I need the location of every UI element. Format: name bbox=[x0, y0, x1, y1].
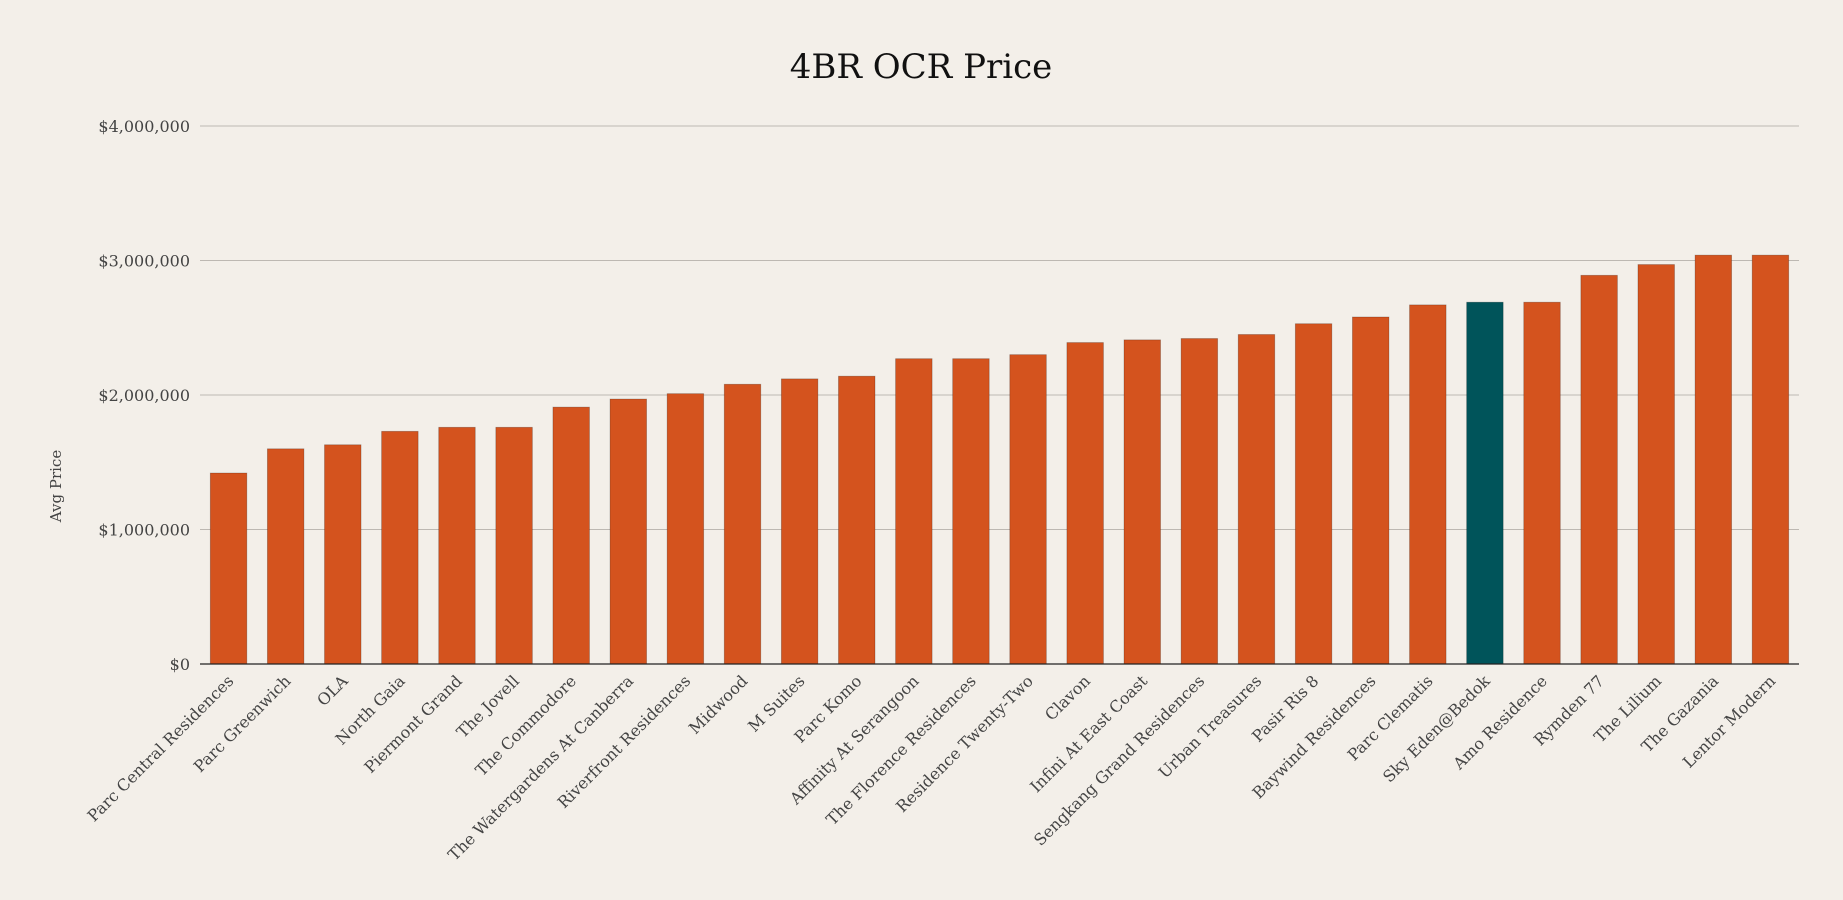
bar bbox=[609, 398, 647, 665]
x-tick-label: Sky Eden@Bedok bbox=[1379, 671, 1494, 786]
bar bbox=[723, 383, 762, 665]
y-tick-label: $4,000,000 bbox=[98, 117, 190, 136]
y-tick-label: $0 bbox=[170, 655, 190, 674]
x-tick-label: OLA bbox=[313, 671, 352, 710]
bar bbox=[1466, 301, 1504, 665]
bar bbox=[1580, 274, 1618, 665]
bar bbox=[780, 378, 819, 665]
bar bbox=[1352, 316, 1390, 665]
bar bbox=[324, 444, 362, 665]
chart-title: 4BR OCR Price bbox=[790, 47, 1053, 87]
bar bbox=[895, 358, 933, 665]
bar bbox=[1237, 334, 1276, 665]
x-tick-label: Parc Greenwich bbox=[190, 671, 295, 776]
bars bbox=[209, 254, 1790, 665]
y-tick-label: $2,000,000 bbox=[98, 386, 190, 405]
y-axis-label: Avg Price bbox=[47, 450, 65, 524]
bar bbox=[552, 406, 590, 665]
bar bbox=[1637, 264, 1675, 665]
x-tick-label: Clavon bbox=[1041, 671, 1094, 724]
bar bbox=[1009, 354, 1047, 665]
bar bbox=[1123, 339, 1161, 665]
bar bbox=[1294, 323, 1333, 665]
bar bbox=[1751, 254, 1790, 665]
y-tick-label: $1,000,000 bbox=[98, 521, 190, 540]
bar bbox=[438, 426, 476, 665]
bar bbox=[266, 448, 305, 665]
bar bbox=[1694, 254, 1733, 665]
y-tick-label: $3,000,000 bbox=[98, 252, 190, 271]
bar bbox=[381, 430, 419, 665]
x-tick-label: The Commodore bbox=[472, 671, 580, 779]
bar bbox=[209, 472, 248, 665]
bar bbox=[1523, 301, 1561, 665]
bar bbox=[952, 358, 990, 665]
x-tick-label: Urban Treasures bbox=[1155, 671, 1266, 782]
bar bbox=[666, 393, 705, 665]
bar bbox=[1409, 304, 1447, 665]
x-tick-label: Piermont Grand bbox=[360, 671, 465, 776]
bar bbox=[1066, 342, 1104, 665]
y-axis-ticks: $0 $1,000,000 $2,000,000 $3,000,000 $4,000,0… bbox=[98, 117, 190, 674]
x-tick-label: Midwood bbox=[685, 671, 751, 737]
bar bbox=[838, 375, 876, 665]
bar bbox=[1180, 338, 1219, 665]
bar bbox=[495, 426, 533, 665]
